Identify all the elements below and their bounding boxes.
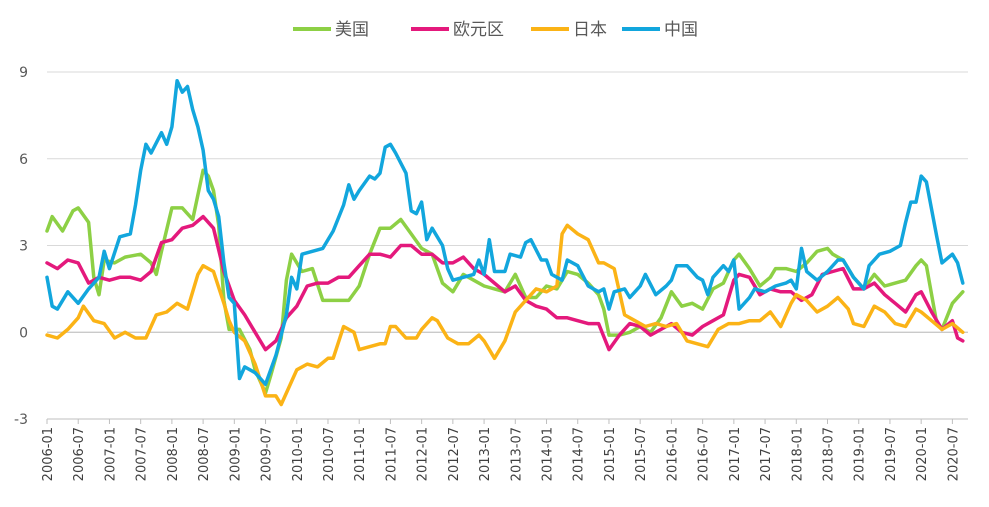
y-tick-label: 9 (19, 65, 28, 81)
y-tick-label: 0 (19, 325, 28, 341)
x-tick-label: 2014-01 (541, 427, 556, 481)
series-line-1 (45, 214, 965, 352)
x-tick-label: 2016-01 (665, 427, 680, 481)
legend-label: 日本 (573, 20, 607, 40)
x-tick-label: 2018-07 (822, 427, 837, 481)
x-tick-label: 2015-01 (603, 427, 618, 481)
series-line-3 (45, 78, 965, 387)
x-tick-label: 2019-01 (853, 427, 868, 481)
x-tick-label: 2011-01 (353, 427, 368, 481)
x-tick-label: 2013-01 (478, 427, 493, 481)
x-tick-label: 2009-07 (260, 427, 275, 481)
x-tick-label: 2020-01 (915, 427, 930, 481)
series-line-2 (45, 223, 965, 407)
x-tick-label: 2014-07 (572, 427, 587, 481)
x-tick-label: 2010-01 (291, 427, 306, 481)
legend-label: 欧元区 (453, 20, 504, 40)
x-tick-label: 2017-01 (728, 427, 743, 481)
x-tick-label: 2020-07 (946, 427, 961, 481)
x-tick-label: 2006-01 (41, 427, 56, 481)
x-axis-ticks: 2006-01 2006-07 2007-01 2007-07 2008-01 2008-… (41, 419, 961, 481)
x-tick-label: 2007-01 (103, 427, 118, 481)
y-tick-label: -3 (14, 412, 28, 428)
y-tick-label: 3 (19, 239, 28, 255)
legend-label: 美国 (335, 20, 369, 40)
gridlines (47, 71, 968, 420)
legend: 美国 欧元区 日本 中国 (293, 20, 698, 40)
x-tick-label: 2008-01 (166, 427, 181, 481)
x-tick-label: 2006-07 (72, 427, 87, 481)
x-tick-label: 2012-01 (416, 427, 431, 481)
series-line-0 (45, 168, 965, 395)
x-tick-label: 2016-07 (697, 427, 712, 481)
x-tick-label: 2007-07 (135, 427, 150, 481)
x-tick-label: 2012-07 (447, 427, 462, 481)
y-axis-ticks: -3 0 3 6 9 (14, 65, 28, 428)
x-tick-label: 2018-01 (790, 427, 805, 481)
x-tick-label: 2015-07 (634, 427, 649, 481)
x-tick-label: 2013-07 (509, 427, 524, 481)
legend-label: 中国 (664, 20, 698, 40)
x-tick-label: 2019-07 (884, 427, 899, 481)
x-tick-label: 2010-07 (322, 427, 337, 481)
series-lines (45, 78, 965, 407)
x-tick-label: 2011-07 (384, 427, 399, 481)
x-tick-label: 2017-07 (759, 427, 774, 481)
y-tick-label: 6 (19, 152, 28, 168)
x-tick-label: 2008-07 (197, 427, 212, 481)
x-tick-label: 2009-01 (228, 427, 243, 481)
